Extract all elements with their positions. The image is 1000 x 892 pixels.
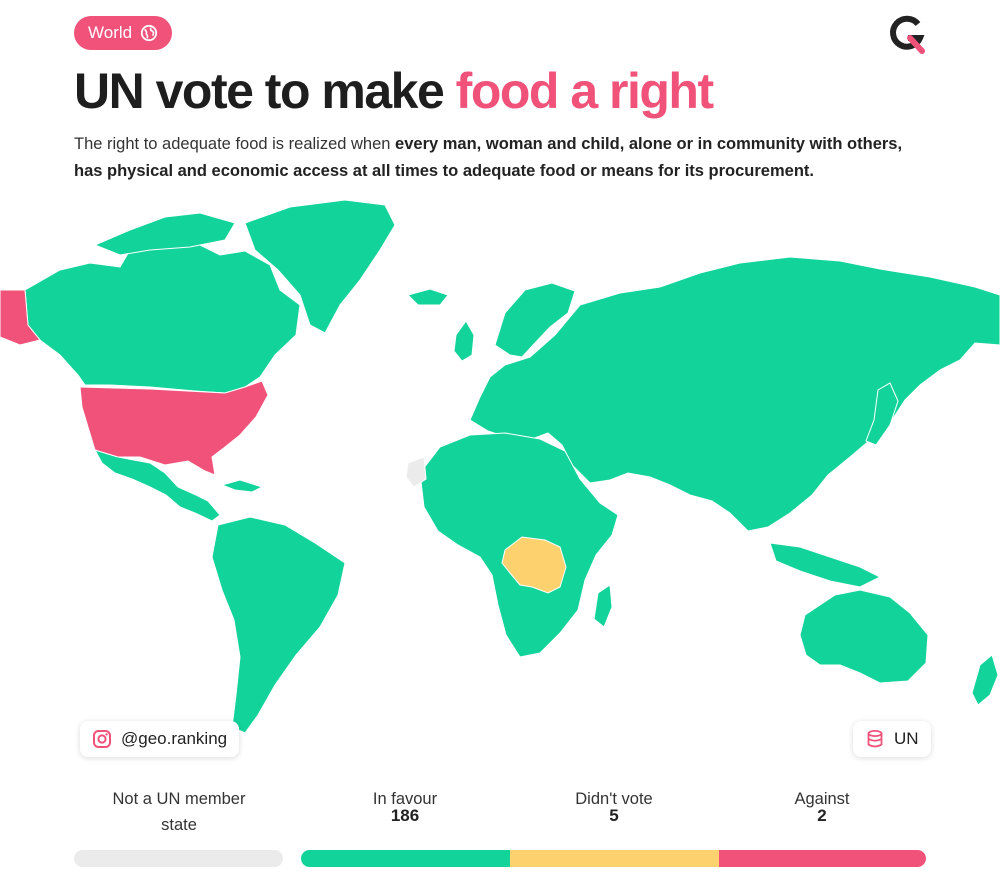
greenland-region	[244, 199, 396, 334]
legend-not-member-label: Not a UN member state	[112, 790, 246, 834]
japan-region	[865, 382, 899, 446]
iceland-region	[407, 288, 449, 306]
legend-in-favour-value: 186	[390, 806, 420, 825]
region-tag[interactable]: World	[74, 16, 173, 50]
legend-not-member-bar	[74, 850, 283, 867]
dr-congo-region	[501, 536, 567, 594]
title-main: UN vote to make	[74, 63, 456, 119]
source-credit[interactable]: UN	[853, 721, 931, 757]
legend-didnt-vote-label: Didn't vote	[575, 790, 653, 808]
description: The right to adequate food is realized w…	[74, 131, 934, 185]
caribbean-region	[220, 479, 264, 493]
source-label: UN	[894, 729, 919, 748]
arctic-islands-region	[93, 212, 236, 256]
globe-icon	[140, 24, 158, 42]
region-tag-label: World	[88, 23, 133, 42]
alaska-region	[0, 289, 41, 346]
south-america-region	[211, 516, 346, 734]
western-sahara-region	[405, 456, 427, 488]
usa-region	[79, 380, 269, 476]
madagascar-region	[593, 584, 613, 628]
page-title: UN vote to make food a right	[74, 62, 714, 120]
scandinavia-region	[494, 282, 576, 358]
instagram-handle: @geo.ranking	[121, 729, 228, 748]
canada-region	[24, 242, 301, 394]
world-map	[0, 199, 1000, 734]
description-plain: The right to adequate food is realized w…	[74, 135, 396, 153]
legend-against-value: 2	[817, 806, 827, 825]
australia-region	[799, 589, 929, 684]
geo-ranking-logo	[890, 15, 925, 54]
instagram-icon	[93, 730, 111, 748]
legend-in-favour-bar	[301, 850, 511, 867]
legend-didnt-vote-bar	[510, 850, 720, 867]
legend-didnt-vote-value: 5	[609, 806, 619, 825]
description-bold: every man, woman and child, alone or in …	[74, 135, 903, 180]
new-zealand-region	[971, 654, 999, 706]
southeast-asia-islands-region	[769, 542, 882, 588]
database-icon	[867, 730, 883, 748]
legend-against-label: Against	[794, 790, 850, 808]
instagram-credit[interactable]: @geo.ranking	[80, 721, 240, 757]
mexico-region	[93, 449, 221, 522]
legend-against-bar	[719, 850, 926, 867]
legend-in-favour-label: In favour	[372, 790, 438, 808]
title-highlight: food a right	[455, 63, 714, 119]
uk-region	[453, 320, 475, 362]
